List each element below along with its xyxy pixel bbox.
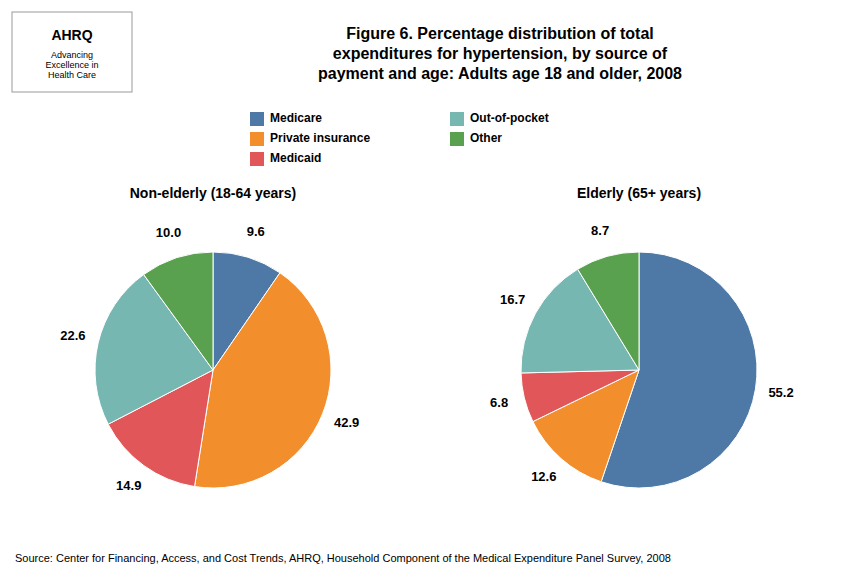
data-label: 10.0	[156, 225, 181, 240]
slices	[521, 252, 757, 488]
legend-swatch	[450, 132, 464, 146]
legend-label: Private insurance	[270, 131, 370, 145]
data-labels: 9.6 42.9 14.9 22.6 10.0	[60, 224, 359, 493]
text-line: payment and age: Adults age 18 and older…	[318, 65, 682, 82]
text-line: Figure 6. Percentage distribution of tot…	[346, 25, 654, 42]
legend-item: Other	[450, 131, 502, 146]
legend-label: Other	[470, 131, 502, 145]
text-line: Health Care	[48, 70, 96, 80]
pie-slice	[521, 370, 639, 422]
data-label: 42.9	[334, 415, 359, 430]
slices	[95, 252, 331, 488]
legend-label: Out-of-pocket	[470, 111, 549, 125]
legend-label: Medicare	[270, 111, 322, 125]
source-note: Source: Center for Financing, Access, an…	[15, 552, 671, 564]
legend-item: Private insurance	[250, 131, 370, 146]
text-line: Advancing	[51, 50, 93, 60]
logo: AHRQ AdvancingExcellence inHealth Care	[12, 12, 132, 92]
pie-title: Elderly (65+ years)	[577, 185, 701, 201]
legend-swatch	[250, 152, 264, 166]
pie-slice	[578, 252, 639, 370]
legend-item: Medicare	[250, 111, 322, 126]
data-label: 12.6	[531, 469, 556, 484]
legend: Medicare Private insurance Medicaid Out-of-…	[250, 111, 549, 166]
data-labels: 55.2 12.6 6.8 16.7 8.7	[490, 223, 794, 485]
legend-swatch	[250, 132, 264, 146]
data-label: 6.8	[490, 395, 508, 410]
pie-slice	[195, 273, 331, 488]
data-label: 9.6	[247, 224, 265, 239]
text-line: Excellence in	[45, 60, 98, 70]
legend-item: Out-of-pocket	[450, 111, 549, 126]
data-label: 16.7	[500, 292, 525, 307]
text-line: expenditures for hypertension, by source…	[333, 45, 668, 62]
chart-title: Figure 6. Percentage distribution of tot…	[318, 25, 682, 82]
data-label: 22.6	[60, 328, 85, 343]
pie: Elderly (65+ years) 55.2 12.6 6.8 16.7 8.7	[490, 185, 794, 488]
chart-root: AHRQ AdvancingExcellence inHealth Care Fig…	[0, 0, 852, 576]
data-label: 55.2	[768, 385, 793, 400]
legend-swatch	[250, 112, 264, 126]
data-label: 8.7	[591, 223, 609, 238]
data-label: 14.9	[116, 478, 141, 493]
legend-swatch	[450, 112, 464, 126]
legend-label: Medicaid	[270, 151, 321, 165]
logo-text: AHRQ	[51, 27, 92, 43]
pie-title: Non-elderly (18-64 years)	[130, 185, 297, 201]
pie: Non-elderly (18-64 years) 9.6 42.9 14.9 22.6…	[60, 185, 359, 493]
logo-frame	[12, 12, 132, 92]
legend-item: Medicaid	[250, 151, 321, 166]
logo-subtext: AdvancingExcellence inHealth Care	[45, 50, 98, 80]
pie-slice	[144, 252, 213, 370]
